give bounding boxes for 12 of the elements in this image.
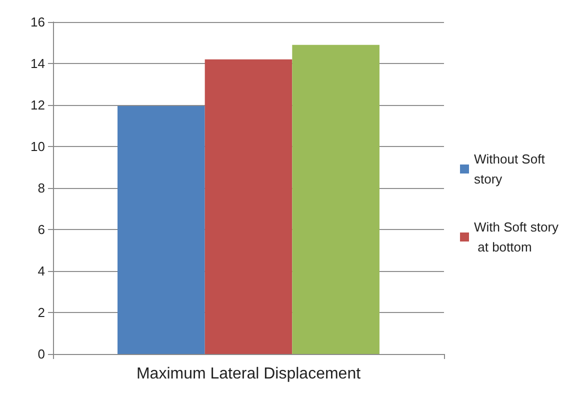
y-tick-label: 10 [30, 139, 45, 154]
y-tick-label: 4 [38, 264, 45, 278]
y-tick-label: 14 [30, 56, 45, 71]
y-tick-label: 12 [30, 98, 45, 112]
y-tick-label: 0 [38, 346, 45, 362]
y-tick-label: 2 [38, 305, 45, 320]
y-tick-label: 6 [38, 222, 45, 237]
y-tick-label: 16 [30, 14, 45, 30]
legend-label: With Soft story at bottom [474, 220, 560, 254]
x-tick-label: Maximum Lateral Displacement [136, 366, 362, 382]
legend-label: Without Soft story [474, 152, 548, 186]
y-tick-label: 8 [38, 180, 45, 196]
